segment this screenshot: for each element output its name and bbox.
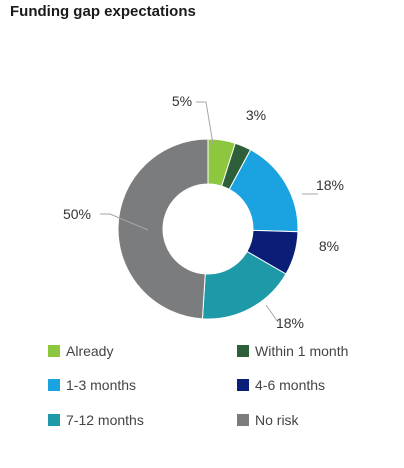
data-label: 18%	[316, 177, 344, 193]
leader-line	[100, 213, 149, 231]
leader-line	[196, 101, 214, 145]
data-label: 8%	[319, 238, 339, 254]
data-label: 5%	[172, 93, 192, 109]
slice-no-risk	[117, 138, 209, 320]
data-label: 18%	[276, 315, 304, 331]
chart-title: Funding gap expectations	[10, 3, 196, 20]
data-label: 50%	[63, 206, 91, 222]
data-label: 3%	[246, 107, 266, 123]
leader-line	[265, 304, 279, 323]
